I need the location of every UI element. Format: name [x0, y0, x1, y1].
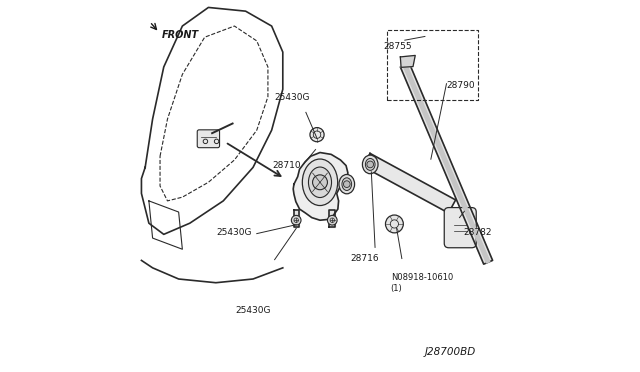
Ellipse shape — [308, 167, 332, 198]
Polygon shape — [294, 210, 299, 227]
Circle shape — [328, 215, 337, 225]
Text: FRONT: FRONT — [162, 31, 199, 40]
Text: 28790: 28790 — [447, 81, 475, 90]
Ellipse shape — [302, 159, 338, 205]
Polygon shape — [330, 210, 335, 227]
Circle shape — [344, 181, 350, 187]
Polygon shape — [401, 55, 415, 67]
Text: 25430G: 25430G — [275, 93, 310, 102]
FancyBboxPatch shape — [444, 208, 476, 248]
Text: J28700BD: J28700BD — [425, 347, 476, 357]
FancyBboxPatch shape — [197, 130, 220, 148]
Text: 28716: 28716 — [350, 254, 379, 263]
Ellipse shape — [365, 158, 375, 170]
Text: 28782: 28782 — [463, 228, 492, 237]
Text: N08918-10610
(1): N08918-10610 (1) — [390, 273, 453, 293]
Text: 25430G: 25430G — [236, 306, 271, 315]
Ellipse shape — [342, 178, 351, 190]
Ellipse shape — [362, 155, 378, 174]
Circle shape — [291, 215, 301, 225]
Polygon shape — [401, 63, 493, 264]
Ellipse shape — [339, 174, 355, 194]
Text: 28755: 28755 — [384, 42, 412, 51]
Circle shape — [310, 128, 324, 142]
Circle shape — [312, 175, 328, 190]
Polygon shape — [363, 153, 456, 213]
Circle shape — [367, 161, 374, 168]
Polygon shape — [293, 153, 348, 220]
Circle shape — [385, 215, 403, 233]
Text: 25430G: 25430G — [217, 228, 252, 237]
Polygon shape — [403, 64, 490, 263]
Text: 28710: 28710 — [272, 161, 301, 170]
